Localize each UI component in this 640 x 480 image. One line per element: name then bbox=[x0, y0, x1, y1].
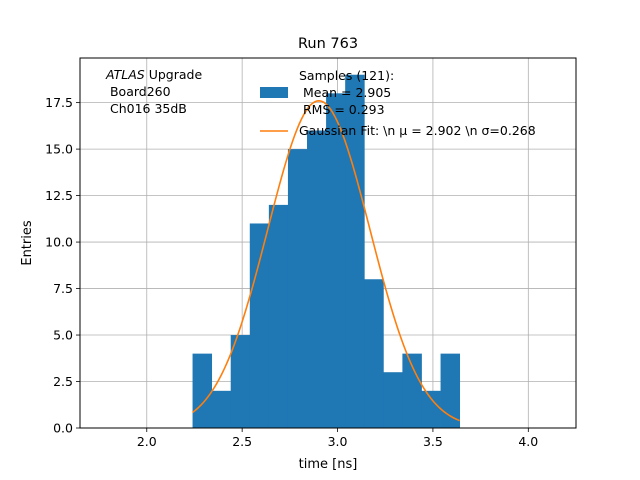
plot-area-frame bbox=[79, 57, 577, 429]
annotation-line-3: Ch016 35dB bbox=[106, 101, 187, 116]
x-tick-label: 2.0 bbox=[137, 434, 157, 449]
y-tick-label: 10.0 bbox=[45, 235, 73, 250]
gaussian-fit-curve bbox=[192, 99, 460, 422]
x-tick-label: 3.0 bbox=[328, 434, 348, 449]
histogram-bars bbox=[192, 74, 461, 428]
y-tick-label: 0.0 bbox=[53, 421, 73, 436]
y-tick-label: 5.0 bbox=[53, 328, 73, 343]
annotation-upgrade: Upgrade bbox=[145, 67, 203, 82]
histogram-bar bbox=[268, 204, 289, 428]
legend-samples-line-1: Samples (121): bbox=[299, 68, 394, 83]
histogram-bar bbox=[192, 353, 213, 428]
y-tick-label: 15.0 bbox=[45, 142, 73, 157]
legend: Samples (121): Mean = 2.905 RMS = 0.293 … bbox=[260, 68, 536, 138]
gaussian-fit bbox=[192, 99, 460, 422]
y-tick-label: 7.5 bbox=[53, 281, 73, 296]
histogram-bar bbox=[421, 390, 441, 428]
histogram-bar bbox=[287, 149, 308, 428]
y-axis-label: Entries bbox=[20, 220, 35, 266]
histogram-bar bbox=[307, 130, 327, 428]
histogram-bar bbox=[345, 74, 365, 428]
histogram-bar bbox=[383, 372, 403, 428]
histogram-bar bbox=[211, 390, 232, 428]
legend-samples-line-2: Mean = 2.905 bbox=[299, 85, 391, 100]
histogram-bar bbox=[326, 93, 346, 428]
atlas-annotation: ATLAS Upgrade Board260 Ch016 35dB bbox=[105, 67, 202, 116]
y-tick-label: 17.5 bbox=[45, 95, 73, 110]
chart-title: Run 763 bbox=[298, 36, 358, 52]
y-tick-label: 2.5 bbox=[53, 374, 73, 389]
histogram-bar bbox=[230, 335, 251, 428]
annotation-line-2: Board260 bbox=[106, 84, 171, 99]
annotation-line-1: ATLAS Upgrade bbox=[105, 67, 202, 82]
x-tick-label: 2.5 bbox=[232, 434, 252, 449]
annotation-atlas: ATLAS bbox=[105, 67, 145, 82]
x-axis-ticks: 2.0 2.5 3.0 3.5 4.0 bbox=[137, 428, 538, 449]
x-tick-label: 4.0 bbox=[518, 434, 538, 449]
y-axis-ticks: 0.0 2.5 5.0 7.5 10.0 12.5 15.0 17.5 bbox=[45, 95, 80, 436]
legend-fit-label: Gaussian Fit: \n μ = 2.902 \n σ=0.268 bbox=[299, 123, 536, 138]
histogram-bar bbox=[402, 353, 422, 428]
y-tick-label: 12.5 bbox=[45, 188, 73, 203]
legend-samples-swatch bbox=[260, 87, 288, 98]
x-axis-label: time [ns] bbox=[299, 457, 358, 472]
histogram-bar bbox=[364, 279, 384, 428]
histogram-bar bbox=[440, 353, 461, 428]
histogram-bar bbox=[249, 223, 270, 428]
legend-samples-line-3: RMS = 0.293 bbox=[299, 102, 385, 117]
x-tick-label: 3.5 bbox=[423, 434, 443, 449]
